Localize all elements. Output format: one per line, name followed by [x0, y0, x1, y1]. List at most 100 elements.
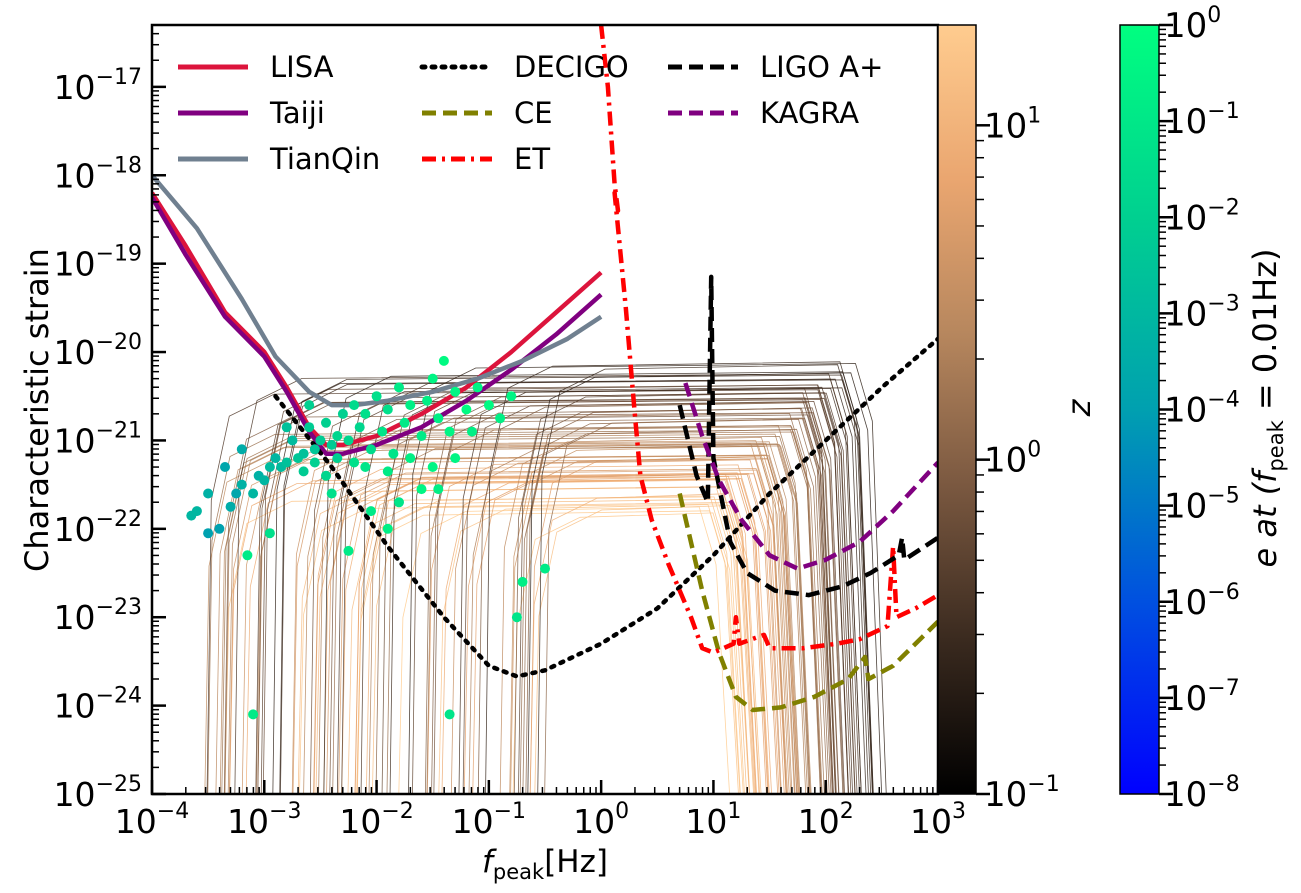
- binary-track: [519, 428, 828, 794]
- legend-label: ET: [514, 142, 550, 176]
- binary-track: [408, 363, 887, 794]
- binary-point: [422, 395, 433, 406]
- binary-point: [220, 462, 230, 472]
- series-line-taiji: [152, 196, 603, 456]
- e-colorbar-ticks: 10−8 10−7 10−6 10−5 10−4 10−3 10−2 10−1 100: [1159, 3, 1240, 815]
- binary-point: [388, 448, 399, 459]
- binary-track: [206, 389, 849, 794]
- legend-label: KAGRA: [760, 96, 859, 130]
- binary-point: [472, 382, 483, 393]
- binary-track: [323, 479, 756, 794]
- binary-track: [336, 386, 853, 794]
- binary-point: [382, 404, 393, 415]
- binary-point: [264, 528, 275, 539]
- x-axis-label: fpeak[Hz]: [482, 844, 608, 884]
- e-tick-label: 10−1: [1164, 99, 1240, 142]
- y-tick-label: 10−18: [54, 153, 142, 195]
- y-axis-label: Characteristic strain: [18, 248, 56, 572]
- binary-point: [186, 510, 197, 521]
- binary-track: [398, 506, 730, 794]
- z-tick-label: 100: [984, 438, 1041, 481]
- e-tick-label: 10−4: [1164, 388, 1240, 431]
- binary-point: [264, 462, 275, 472]
- binary-point: [304, 422, 315, 433]
- binary-track: [332, 424, 822, 794]
- binary-point: [394, 382, 404, 393]
- e-tick-label: 10−6: [1164, 580, 1240, 623]
- binary-track: [527, 372, 883, 794]
- z-colorbar-ticks: 10−1 100 101: [976, 103, 1060, 815]
- binary-point: [450, 453, 461, 464]
- binary-point: [416, 431, 427, 441]
- binary-point: [281, 457, 292, 468]
- binary-point: [304, 400, 315, 411]
- binary-point: [270, 453, 281, 464]
- series-line-decigo: [273, 336, 938, 679]
- binary-point: [343, 545, 354, 556]
- binary-point: [495, 413, 506, 424]
- binary-track: [544, 418, 836, 794]
- binary-track: [426, 459, 782, 794]
- y-axis-ticks: 10−25 10−24 10−23 10−22 10−21 10−20 10−19 10−18…: [54, 24, 166, 814]
- series-line-ligo-a-: [677, 274, 938, 598]
- legend-label: TianQin: [269, 142, 380, 176]
- binary-track: [433, 392, 834, 794]
- binary-track: [215, 442, 797, 794]
- binary-point: [394, 497, 404, 508]
- y-tick-label: 10−24: [54, 684, 142, 726]
- binary-track: [472, 473, 785, 794]
- legend: LISA Taiji TianQin DECIGO CE ET LIGO A+ KAGRA: [178, 50, 883, 176]
- binary-track: [245, 475, 760, 794]
- plot-background: [152, 25, 938, 794]
- binary-track: [329, 414, 840, 794]
- binary-track: [463, 475, 767, 794]
- e-tick-label: 10−3: [1164, 291, 1240, 334]
- binary-point: [242, 550, 253, 561]
- binary-point: [517, 576, 528, 587]
- binary-point: [360, 462, 371, 472]
- binary-point: [309, 457, 320, 468]
- y-tick-label: 10−20: [54, 330, 142, 372]
- binary-point: [321, 417, 331, 428]
- binary-point: [354, 422, 365, 433]
- binary-point: [281, 422, 292, 433]
- e-tick-label: 100: [1164, 3, 1221, 46]
- binary-track: [272, 378, 867, 794]
- binary-points: [186, 355, 550, 720]
- binary-track: [219, 441, 801, 794]
- binary-point: [332, 453, 343, 464]
- binary-point: [377, 426, 388, 437]
- series-line-ce: [677, 492, 938, 713]
- e-tick-label: 10−2: [1164, 195, 1240, 238]
- z-tick-label: 101: [984, 103, 1041, 146]
- y-tick-label: 10−23: [54, 595, 142, 637]
- binary-track: [368, 443, 808, 794]
- binary-track: [438, 504, 739, 794]
- binary-track: [529, 493, 755, 794]
- binary-point: [321, 470, 331, 481]
- binary-point: [371, 391, 382, 402]
- binary-point: [287, 435, 298, 446]
- binary-point: [225, 501, 236, 512]
- binary-track: [499, 436, 793, 794]
- x-tick-label: 10−3: [227, 799, 301, 841]
- binary-track: [522, 418, 830, 794]
- binary-point: [382, 523, 393, 534]
- legend-label: DECIGO: [514, 50, 629, 84]
- x-axis-ticks: 10−4 10−3 10−2 10−1 100 101 102 103: [115, 780, 966, 841]
- y-tick-label: 10−22: [54, 507, 142, 549]
- z-colorbar-label: z: [1060, 398, 1098, 417]
- legend-label: Taiji: [269, 96, 325, 130]
- binary-point: [433, 413, 444, 424]
- x-tick-label: 103: [910, 799, 966, 841]
- binary-track: [323, 371, 874, 794]
- binary-point: [343, 435, 354, 446]
- z-colorbar: [937, 24, 977, 795]
- binary-point: [203, 528, 214, 539]
- binary-point: [483, 400, 494, 411]
- binary-track: [255, 397, 856, 794]
- binary-point: [506, 391, 517, 402]
- binary-point: [203, 488, 214, 499]
- binary-track: [365, 473, 757, 794]
- binary-track: [510, 456, 792, 794]
